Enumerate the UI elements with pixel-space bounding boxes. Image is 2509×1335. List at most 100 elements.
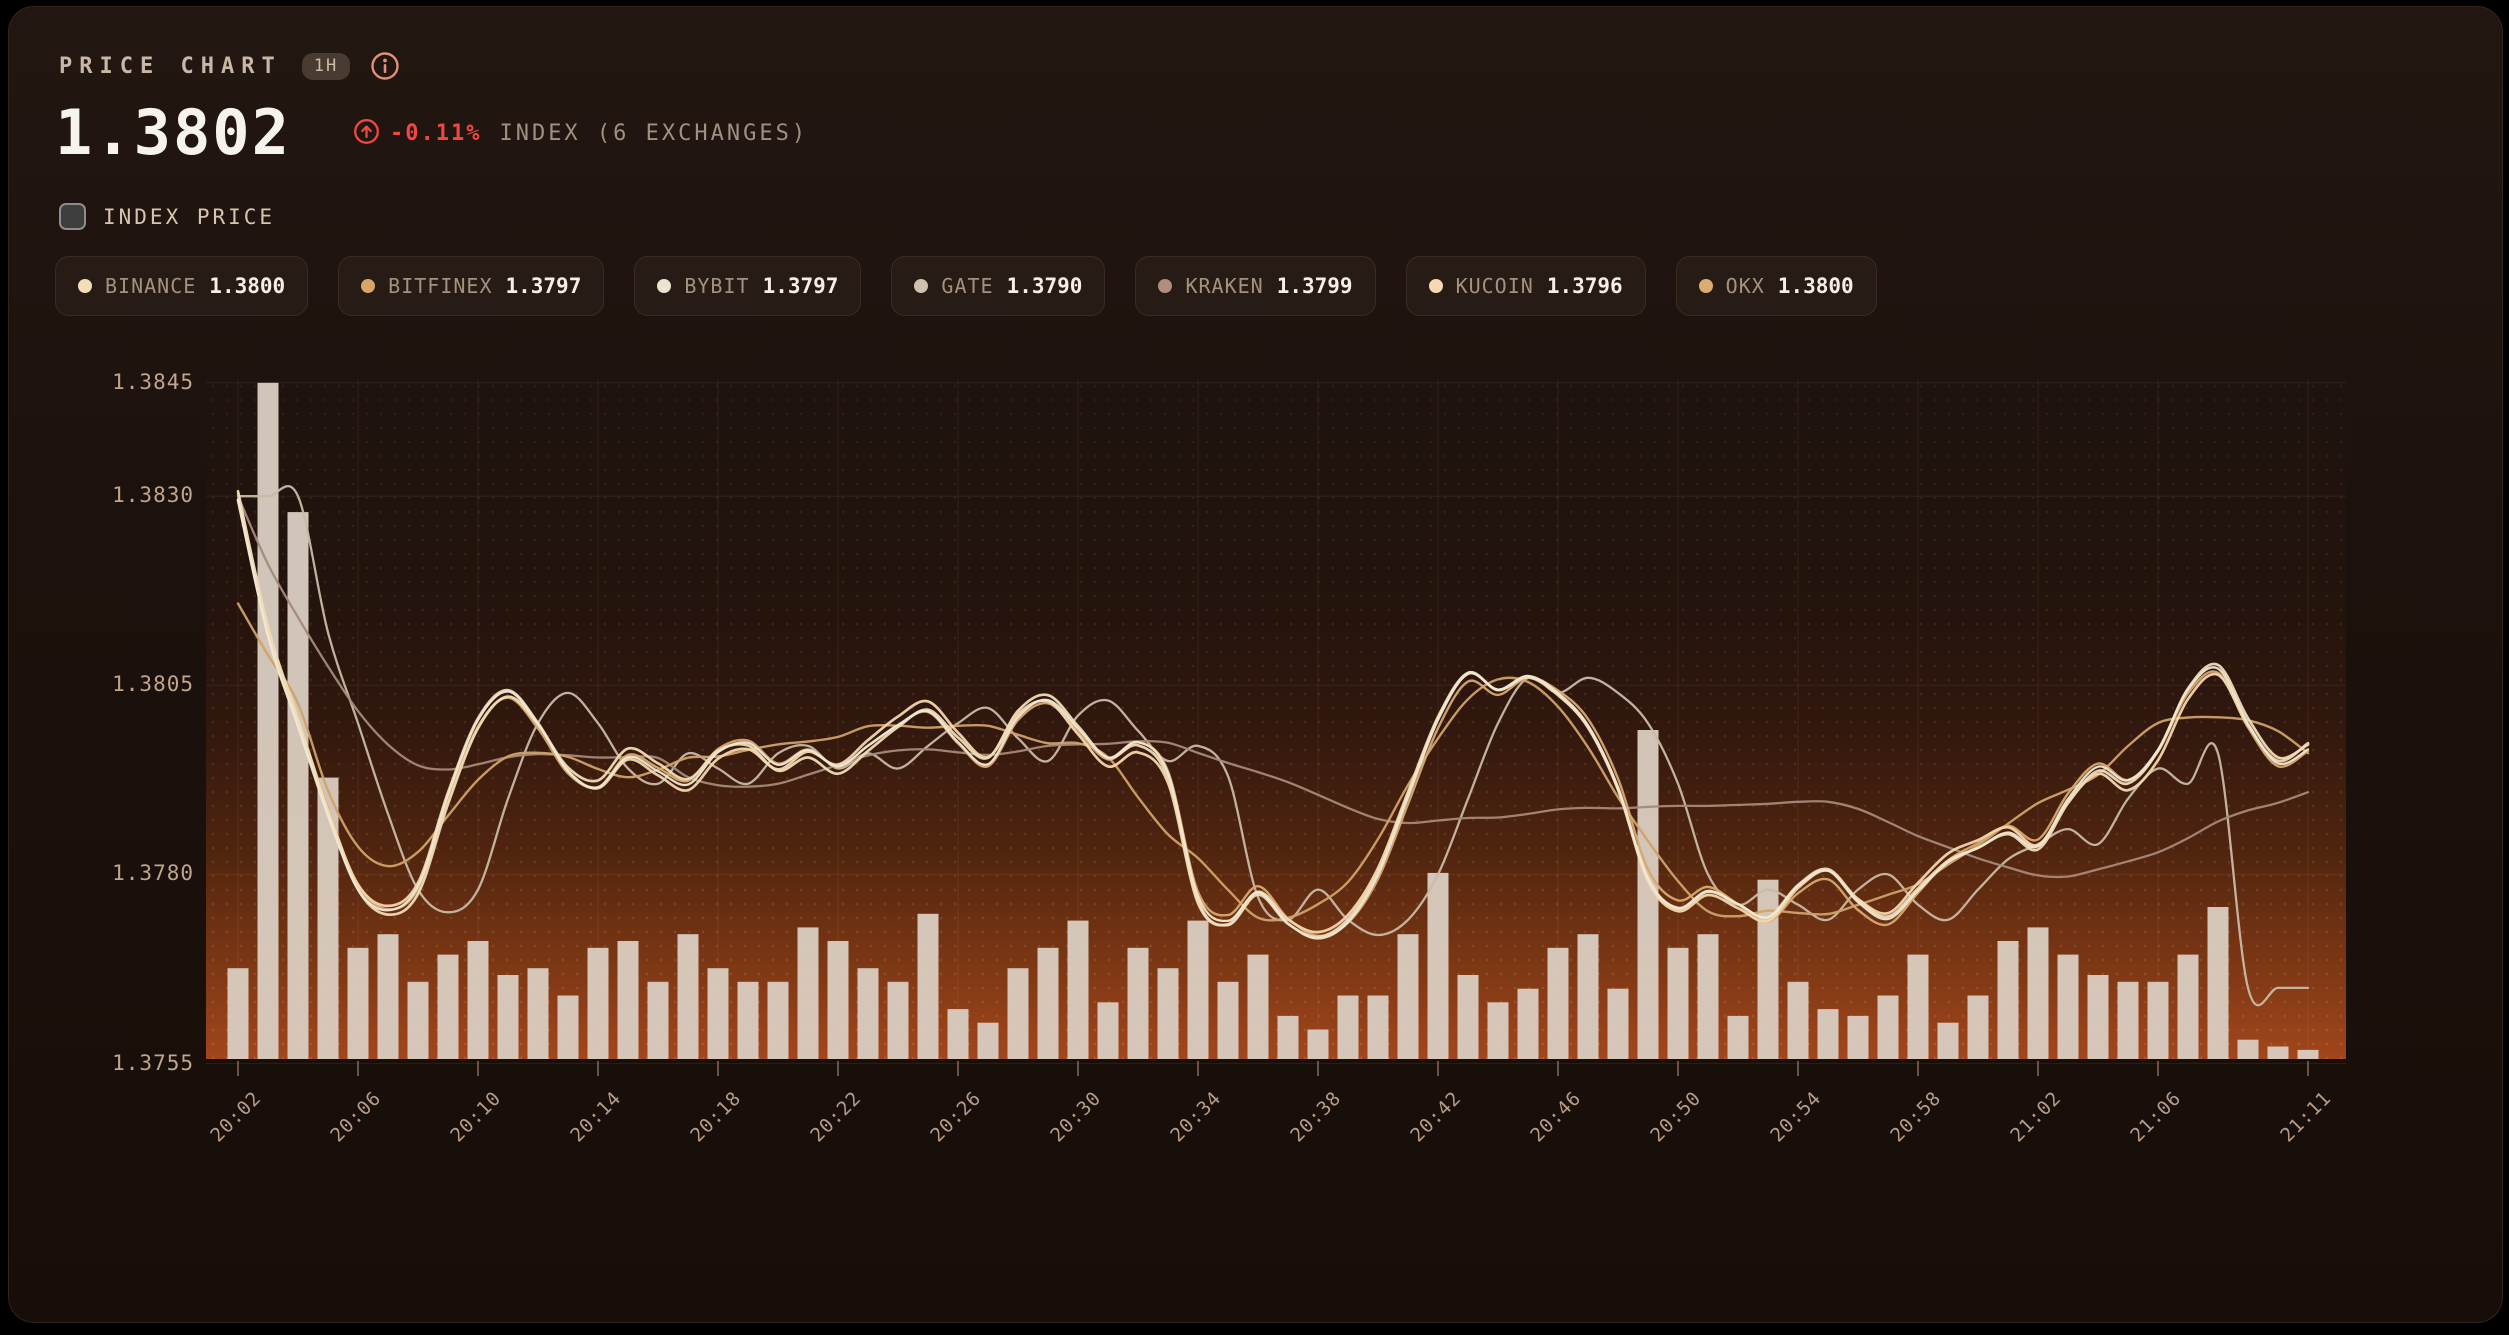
volume-bar (1967, 995, 1989, 1059)
volume-bar (1337, 995, 1359, 1059)
volume-bar (707, 968, 729, 1059)
volume-bar (2027, 927, 2049, 1059)
volume-bar (1127, 947, 1149, 1059)
exchange-dot-icon (1158, 279, 1173, 293)
exchange-name: OKX (1725, 274, 1765, 298)
price-line-bitfinex (236, 602, 2310, 922)
volume-bar (2207, 907, 2229, 1059)
timeframe-badge[interactable]: 1H (301, 52, 351, 80)
exchange-dot-icon (1698, 279, 1713, 293)
x-tick-mark (597, 1061, 599, 1076)
volume-bar (557, 995, 579, 1059)
volume-bar (1517, 988, 1539, 1059)
index-price-value: 1.3802 (55, 96, 291, 169)
volume-bar (227, 968, 249, 1059)
x-tick-mark (1917, 1061, 1919, 1076)
x-tick-mark (1557, 1061, 1559, 1076)
y-tick-label: 1.3780 (112, 861, 194, 886)
volume-bar (2057, 954, 2079, 1059)
info-icon[interactable] (370, 51, 400, 81)
chart-header: PRICE CHART 1H (59, 51, 400, 81)
x-tick-mark (237, 1061, 239, 1076)
volume-bar (827, 941, 849, 1059)
volume-bar (1487, 1002, 1509, 1059)
exchange-chip-gate[interactable]: GATE 1.3790 (891, 256, 1106, 316)
volume-bar (677, 934, 699, 1059)
volume-bar (857, 968, 879, 1059)
x-tick-mark (2157, 1061, 2159, 1076)
change-group: -0.11% INDEX (6 EXCHANGES) (353, 118, 808, 149)
volume-bar (1367, 995, 1389, 1059)
exchange-price: 1.3797 (762, 274, 839, 298)
volume-bar (1157, 968, 1179, 1059)
change-arrow-icon (353, 118, 380, 149)
volume-bar (1217, 981, 1239, 1059)
volume-bar (2267, 1046, 2289, 1059)
volume-bar (1277, 1015, 1299, 1059)
index-price-checkbox[interactable] (59, 203, 86, 230)
y-tick-label: 1.3755 (112, 1050, 194, 1075)
volume-bar (1697, 934, 1719, 1059)
volume-bar (1547, 947, 1569, 1059)
exchange-chip-kraken[interactable]: KRAKEN 1.3799 (1135, 256, 1376, 316)
volume-bar (947, 1009, 969, 1059)
x-tick-mark (717, 1061, 719, 1076)
chart-canvas[interactable] (9, 359, 2502, 1319)
volume-bar (257, 382, 279, 1059)
x-tick-mark (837, 1061, 839, 1076)
x-tick-mark (1077, 1061, 1079, 1076)
volume-bar (1847, 1015, 1869, 1059)
exchange-dot-icon (657, 279, 672, 293)
volume-bars (227, 382, 2319, 1059)
exchange-dot-icon (78, 279, 92, 293)
exchange-price: 1.3800 (1777, 274, 1854, 298)
exchange-price: 1.3797 (505, 274, 582, 298)
volume-bar (2117, 981, 2139, 1059)
volume-bar (317, 777, 339, 1059)
exchange-chip-bybit[interactable]: BYBIT 1.3797 (634, 256, 862, 316)
volume-bar (1457, 975, 1479, 1059)
x-tick-mark (1797, 1061, 1799, 1076)
exchange-dot-icon (1428, 279, 1443, 293)
exchange-chip-binance[interactable]: BINANCE 1.3800 (55, 256, 309, 316)
price-line-bybit (236, 498, 2310, 940)
volume-bar (1427, 872, 1449, 1059)
volume-bar (647, 981, 669, 1059)
volume-bar (2297, 1049, 2319, 1059)
exchange-name: BYBIT (684, 274, 750, 298)
volume-bar (437, 954, 459, 1059)
price-chart[interactable]: 1.3845 1.3830 1.3805 1.3780 1.3755 20:02 20:0… (9, 359, 2502, 1319)
volume-bar (767, 981, 789, 1059)
volume-bar (2237, 1039, 2259, 1059)
volume-bar (1397, 934, 1419, 1059)
exchange-chip-kucoin[interactable]: KUCOIN 1.3796 (1405, 256, 1646, 316)
volume-bar (1727, 1015, 1749, 1059)
exchange-dot-icon (914, 279, 929, 293)
volume-bar (617, 941, 639, 1059)
volume-bar (1817, 1009, 1839, 1059)
index-price-toggle[interactable]: INDEX PRICE (59, 203, 275, 230)
volume-bar (1187, 920, 1209, 1059)
plot-dot-grid (206, 379, 2346, 1059)
exchange-price: 1.3790 (1006, 274, 1083, 298)
y-tick-label: 1.3805 (112, 672, 194, 697)
change-percent: -0.11% (389, 120, 482, 146)
exchange-name: BINANCE (105, 274, 197, 298)
volume-bar (527, 968, 549, 1059)
exchange-chip-okx[interactable]: OKX 1.3800 (1675, 256, 1877, 316)
volume-bar (887, 981, 909, 1059)
exchange-name: KUCOIN (1455, 274, 1534, 298)
volume-bar (1607, 988, 1629, 1059)
exchange-chips-row: BINANCE 1.3800 BITFINEX 1.3797 BYBIT 1.3797 GA… (55, 256, 1877, 316)
x-tick-mark (1677, 1061, 1679, 1076)
y-tick-label: 1.3845 (112, 369, 194, 394)
volume-bar (1787, 981, 1809, 1059)
index-exchanges-label: INDEX (6 EXCHANGES) (499, 120, 809, 146)
exchange-name: BITFINEX (388, 274, 493, 298)
x-tick-mark (2037, 1061, 2039, 1076)
volume-bar (1637, 730, 1659, 1059)
volume-bar (1997, 941, 2019, 1059)
exchange-chip-bitfinex[interactable]: BITFINEX 1.3797 (338, 256, 605, 316)
x-tick-mark (1437, 1061, 1439, 1076)
price-row: 1.3802 -0.11% INDEX (6 EXCHANGES) (55, 96, 808, 169)
